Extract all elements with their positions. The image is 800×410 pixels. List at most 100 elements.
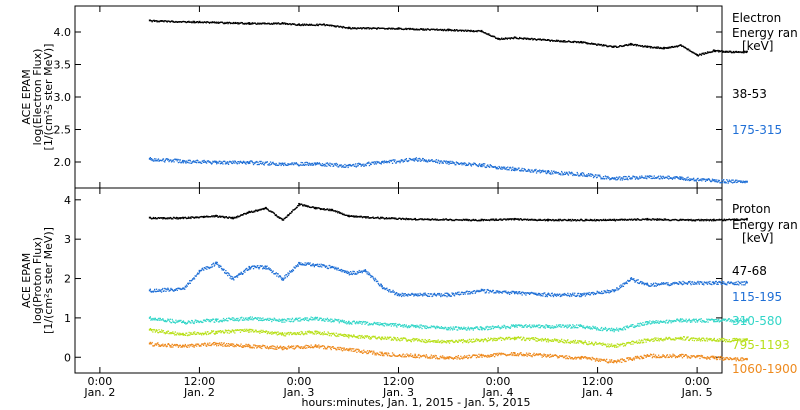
data-point	[483, 165, 485, 167]
data-point	[572, 294, 575, 296]
data-point	[347, 322, 349, 324]
data-point	[547, 170, 550, 172]
data-point	[421, 327, 423, 330]
data-point	[442, 294, 444, 296]
data-point	[466, 290, 468, 292]
data-point	[466, 329, 468, 331]
data-point	[704, 52, 706, 54]
data-point	[489, 289, 491, 292]
data-point	[529, 218, 531, 221]
data-point	[299, 164, 302, 166]
data-point	[481, 165, 483, 168]
data-point	[635, 43, 637, 46]
data-point	[450, 218, 452, 221]
series-38-53	[148, 19, 748, 57]
data-point	[740, 319, 742, 322]
data-point	[356, 28, 358, 30]
data-point	[685, 47, 687, 49]
data-point	[706, 52, 708, 54]
data-point	[729, 320, 731, 323]
data-point	[351, 28, 353, 30]
data-point	[506, 169, 508, 171]
data-point	[524, 324, 526, 327]
data-point	[224, 163, 227, 165]
data-point	[743, 180, 746, 183]
data-point	[713, 50, 715, 53]
data-point	[723, 281, 725, 283]
data-point	[326, 317, 329, 319]
data-point	[197, 272, 199, 274]
data-point	[340, 320, 342, 322]
data-point	[319, 265, 322, 267]
data-point	[517, 291, 520, 293]
data-point	[472, 327, 474, 330]
data-point	[715, 219, 717, 222]
data-point	[596, 44, 598, 46]
data-point	[741, 181, 744, 184]
data-point	[255, 161, 257, 163]
data-point	[642, 176, 644, 179]
data-point	[311, 265, 313, 267]
data-point	[297, 320, 299, 322]
data-point	[492, 327, 494, 330]
data-point	[564, 40, 566, 42]
data-point	[466, 30, 468, 32]
data-point	[475, 326, 478, 329]
data-point	[259, 266, 261, 269]
data-point	[341, 321, 343, 323]
data-point	[643, 45, 645, 48]
data-point	[667, 282, 669, 284]
data-point	[718, 51, 720, 53]
data-point	[428, 218, 430, 220]
data-point	[174, 289, 176, 291]
data-point	[542, 325, 544, 327]
data-point	[347, 271, 350, 274]
data-point	[411, 219, 413, 221]
data-point	[689, 179, 692, 181]
data-point	[706, 179, 709, 181]
data-point	[375, 163, 377, 165]
data-point	[399, 324, 401, 326]
data-point	[673, 320, 675, 323]
data-point	[318, 319, 320, 321]
data-point	[430, 28, 433, 30]
data-point	[594, 43, 596, 45]
data-point	[368, 272, 370, 274]
data-point	[212, 262, 215, 264]
data-point	[688, 179, 690, 182]
data-point	[157, 159, 159, 161]
data-point	[580, 293, 582, 296]
data-point	[150, 291, 153, 293]
data-point	[191, 279, 193, 281]
data-point	[472, 219, 474, 221]
data-point	[519, 37, 521, 39]
data-point	[729, 282, 731, 285]
data-point	[261, 23, 263, 25]
data-point	[185, 217, 187, 219]
data-point	[423, 160, 425, 162]
data-point	[520, 218, 523, 221]
data-point	[308, 318, 310, 321]
data-point	[205, 267, 207, 270]
data-point	[686, 283, 689, 285]
data-point	[646, 178, 648, 180]
data-point	[243, 213, 245, 215]
data-point	[553, 294, 555, 296]
data-point	[296, 317, 298, 319]
data-point	[671, 283, 674, 285]
data-point	[324, 318, 327, 320]
data-point	[637, 218, 639, 220]
data-point	[298, 202, 300, 205]
data-point	[649, 47, 652, 49]
data-point	[378, 283, 380, 285]
data-point	[646, 175, 649, 178]
data-point	[445, 295, 447, 297]
data-point	[711, 51, 713, 53]
data-point	[323, 318, 325, 320]
data-point	[401, 292, 403, 294]
data-point	[736, 218, 738, 220]
data-point	[447, 28, 450, 31]
data-point	[353, 270, 355, 273]
data-point	[457, 162, 459, 165]
data-point	[289, 212, 291, 215]
